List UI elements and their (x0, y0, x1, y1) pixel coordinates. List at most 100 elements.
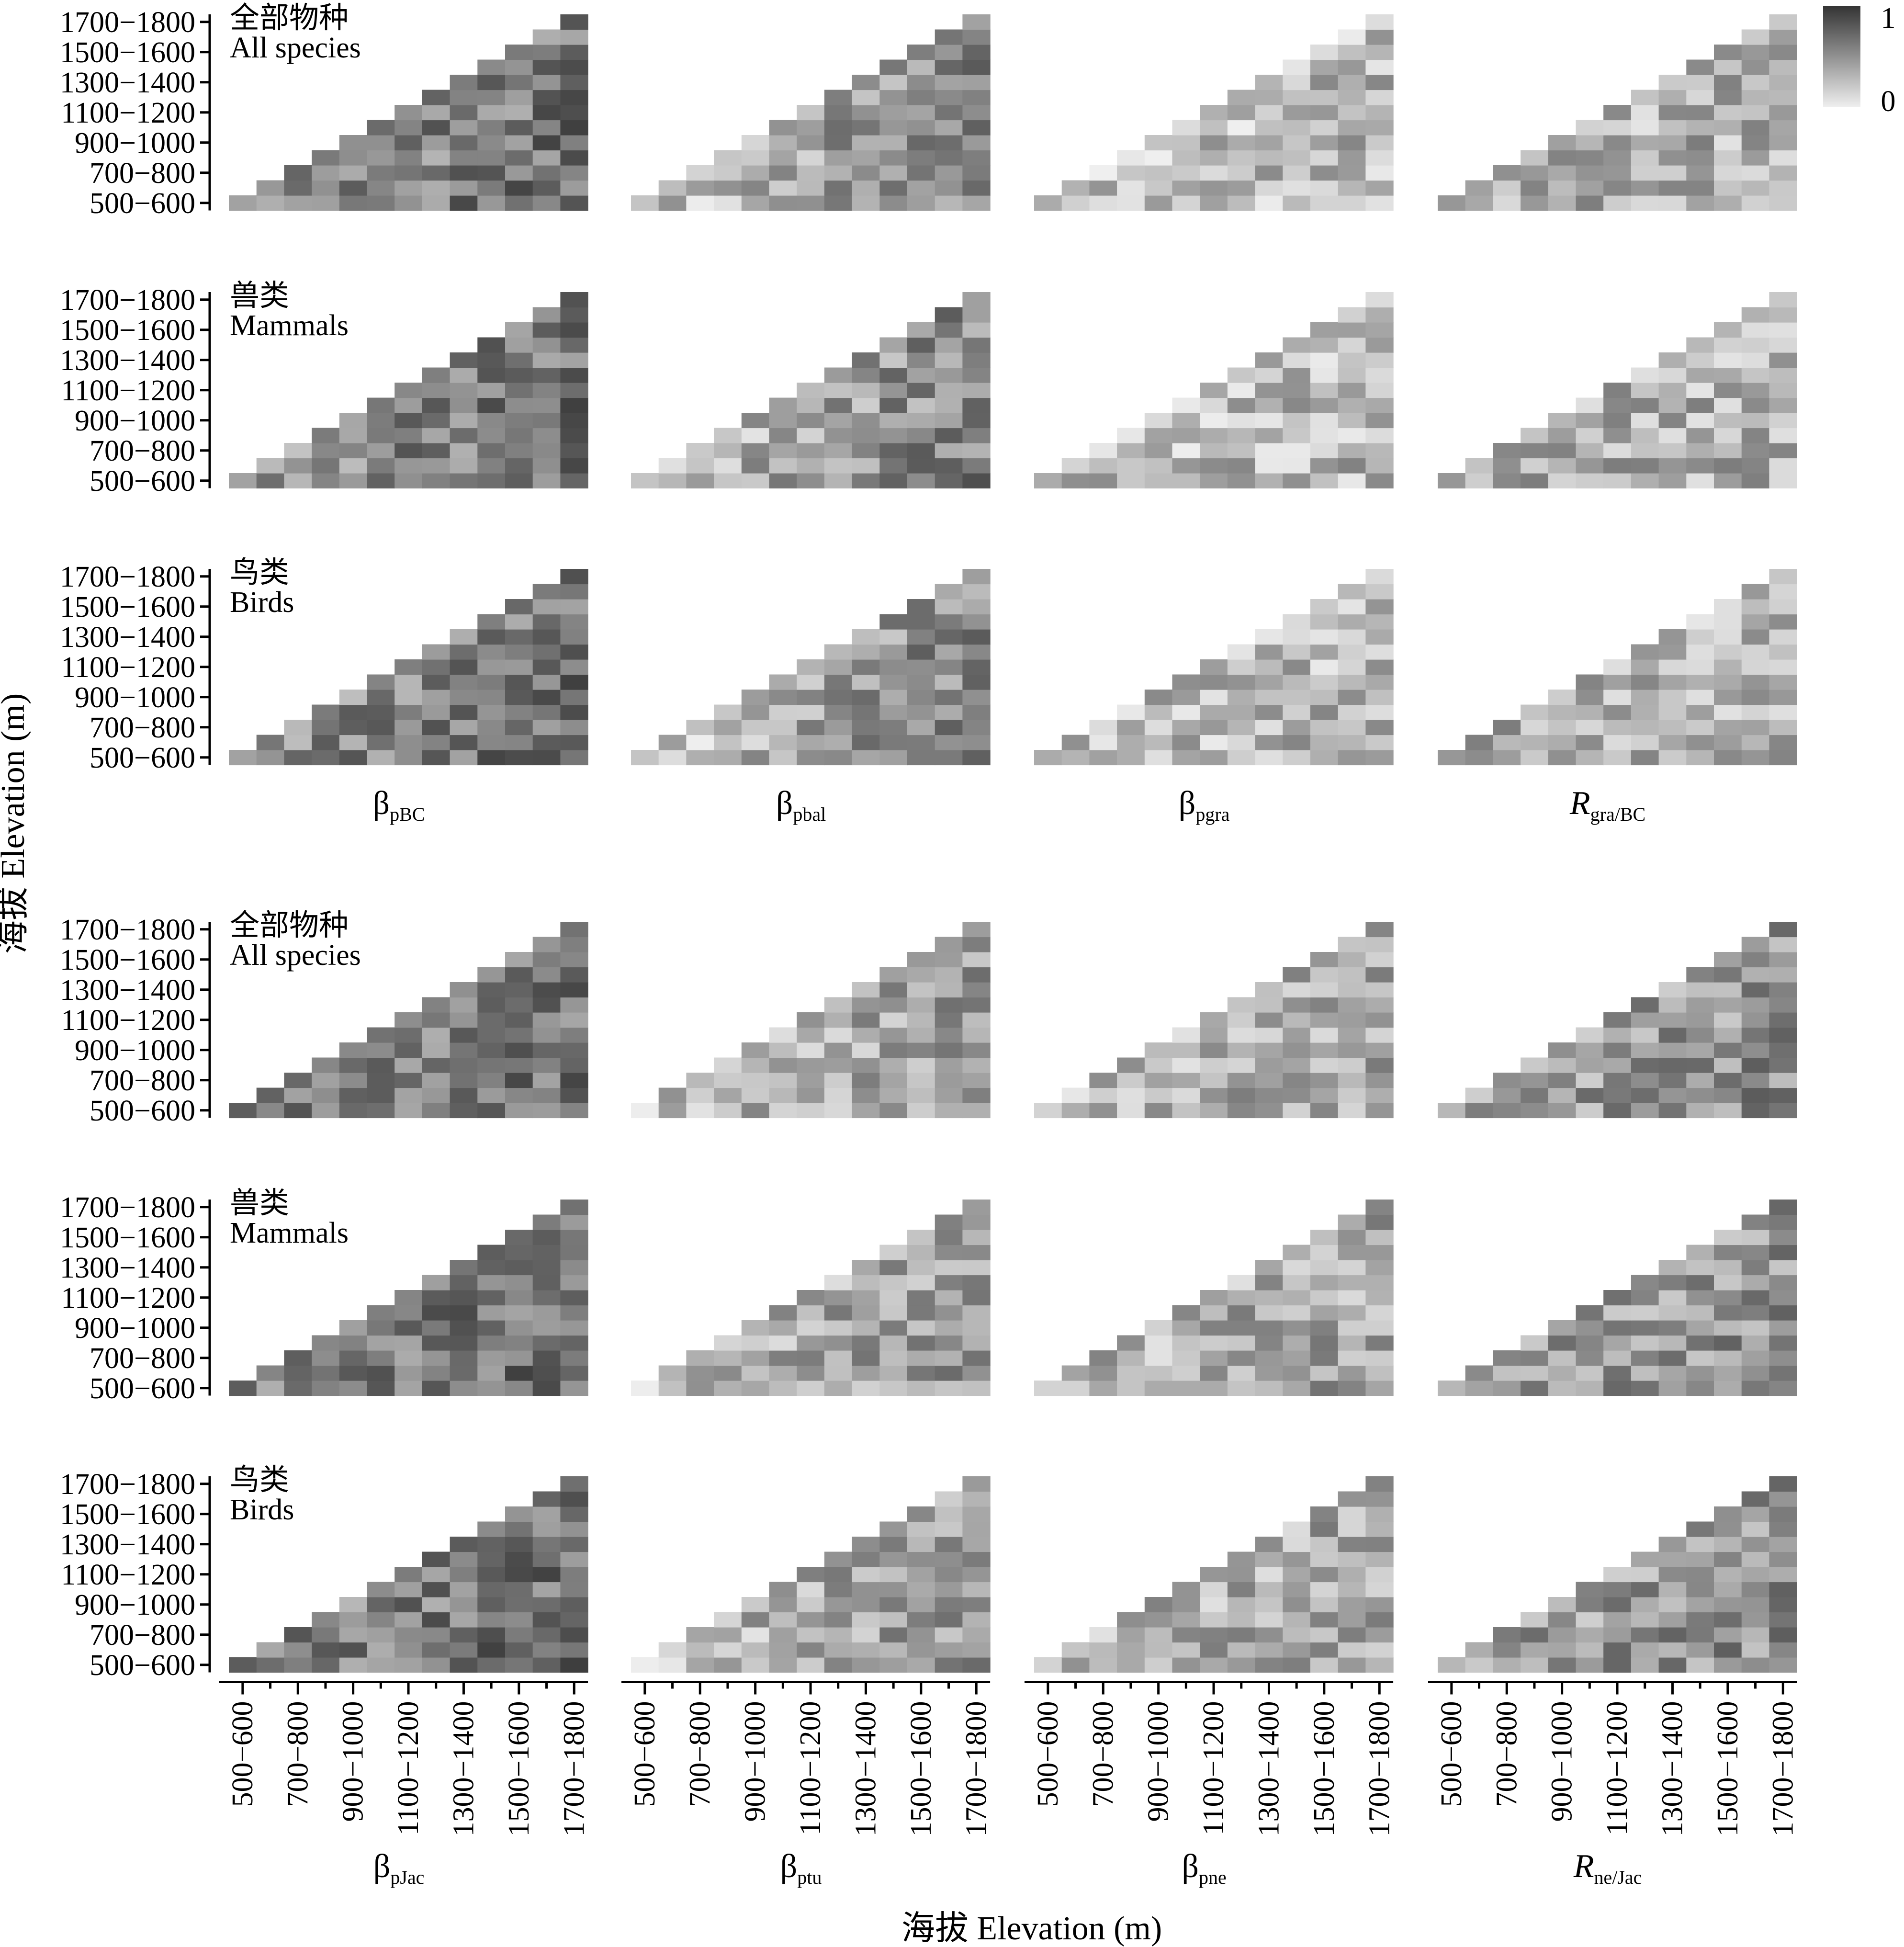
heatmap-cell (1310, 952, 1339, 968)
heatmap-cell (797, 1597, 825, 1613)
heatmap-cell (879, 1027, 908, 1043)
heatmap-cell (1658, 629, 1687, 645)
heatmap-cell (1686, 1260, 1714, 1276)
heatmap-cell (1089, 180, 1117, 196)
heatmap-cell (560, 1642, 588, 1658)
heatmap-cell (256, 473, 284, 489)
heatmap-cell (1338, 644, 1366, 660)
heatmap-cell (1686, 1027, 1714, 1043)
heatmap-cell (1338, 1230, 1366, 1245)
heatmap-cell (1365, 1320, 1394, 1336)
heatmap-cell (532, 937, 561, 952)
heatmap-cell (962, 1103, 991, 1119)
heatmap-cell (714, 1381, 742, 1396)
heatmap-cell (907, 75, 935, 91)
metric-label: βpJac (373, 1848, 425, 1888)
heatmap-cell (935, 1597, 963, 1613)
heatmap-cell (879, 75, 908, 91)
heatmap-cell (1338, 29, 1366, 45)
heatmap-cell (1310, 1612, 1339, 1628)
heatmap-cell (797, 1657, 825, 1673)
heatmap-cell (1686, 150, 1714, 166)
heatmap-cell (1769, 1567, 1797, 1583)
heatmap-cell (1172, 1657, 1200, 1673)
heatmap-cell (1769, 90, 1797, 105)
heatmap-cell (1714, 1275, 1742, 1290)
heatmap-cell (1172, 1320, 1200, 1336)
heatmap-cell (1548, 1627, 1577, 1643)
heatmap-cell (1338, 1057, 1366, 1073)
heatmap-cell (1310, 1567, 1339, 1583)
heatmap-cell (477, 135, 506, 151)
heatmap-cell (879, 1012, 908, 1028)
heatmap-cell (1200, 659, 1228, 675)
heatmap-cell (422, 674, 451, 690)
heatmap-cell (1658, 397, 1687, 413)
heatmap-cell (962, 45, 991, 60)
heatmap-cell (824, 735, 853, 750)
heatmap-cell (450, 458, 478, 474)
heatmap-cell (769, 428, 797, 443)
heatmap-cell (1310, 1012, 1339, 1028)
heatmap-cell (505, 750, 533, 766)
heatmap-cell (769, 1042, 797, 1058)
heatmap-cell (935, 1350, 963, 1366)
heatmap-cell (686, 165, 714, 181)
heatmap-cell (1365, 1476, 1394, 1492)
heatmap-cell (852, 1012, 880, 1028)
heatmap-cell (879, 614, 908, 630)
heatmap-cell (284, 1103, 312, 1119)
heatmap-cell (1283, 180, 1311, 196)
x-tick-label: 900−1000 (1546, 1701, 1578, 1822)
y-tick-label: 700−800 (90, 1064, 195, 1097)
heatmap-cell (1658, 1350, 1687, 1366)
heatmap-cell (450, 75, 478, 91)
heatmap-cell (1521, 443, 1549, 459)
metric-label: βpBC (373, 785, 425, 825)
heatmap-cell (339, 1087, 368, 1103)
heatmap-cell (1714, 352, 1742, 368)
heatmap-cell (505, 1305, 533, 1321)
heatmap-cell (852, 458, 880, 474)
heatmap-cell (1631, 1365, 1659, 1381)
heatmap-cell (1741, 1335, 1769, 1351)
heatmap-cell (1658, 413, 1687, 429)
heatmap-cell (1686, 659, 1714, 675)
heatmap-cell (1172, 1582, 1200, 1597)
heatmap-cell (1714, 413, 1742, 429)
heatmap-cell (1283, 1657, 1311, 1673)
heatmap-cell (1200, 428, 1228, 443)
heatmap-cell (1283, 750, 1311, 766)
heatmap-cell (631, 1657, 659, 1673)
heatmap-cell (1338, 1275, 1366, 1290)
heatmap-cell (1338, 629, 1366, 645)
x-tick-label: 1700−1800 (1363, 1701, 1396, 1837)
heatmap-cell (1741, 473, 1769, 489)
heatmap-cell (1365, 14, 1394, 30)
heatmap-cell (422, 413, 451, 429)
heatmap-cell (1283, 674, 1311, 690)
heatmap-cell (560, 644, 588, 660)
heatmap-cell (824, 1275, 853, 1290)
heatmap-cell (741, 1381, 770, 1396)
heatmap-cell (1714, 1290, 1742, 1306)
heatmap-cell (879, 180, 908, 196)
heatmap-cell (962, 195, 991, 211)
heatmap-cell (532, 458, 561, 474)
heatmap-cell (1714, 1057, 1742, 1073)
heatmap-cell (560, 1042, 588, 1058)
heatmap-cell (1714, 428, 1742, 443)
heatmap-cell (1741, 1027, 1769, 1043)
heatmap-cell (422, 1627, 451, 1643)
heatmap-cell (1283, 458, 1311, 474)
heatmap-cell (1686, 443, 1714, 459)
heatmap-cell (422, 690, 451, 705)
heatmap-cell (1117, 720, 1145, 736)
heatmap-cell (450, 150, 478, 166)
heatmap-cell (1365, 1335, 1394, 1351)
heatmap-cell (1200, 383, 1228, 398)
heatmap-cell (1310, 659, 1339, 675)
heatmap-cell (1576, 735, 1604, 750)
heatmap-cell (1061, 1087, 1090, 1103)
heatmap-cell (532, 584, 561, 600)
